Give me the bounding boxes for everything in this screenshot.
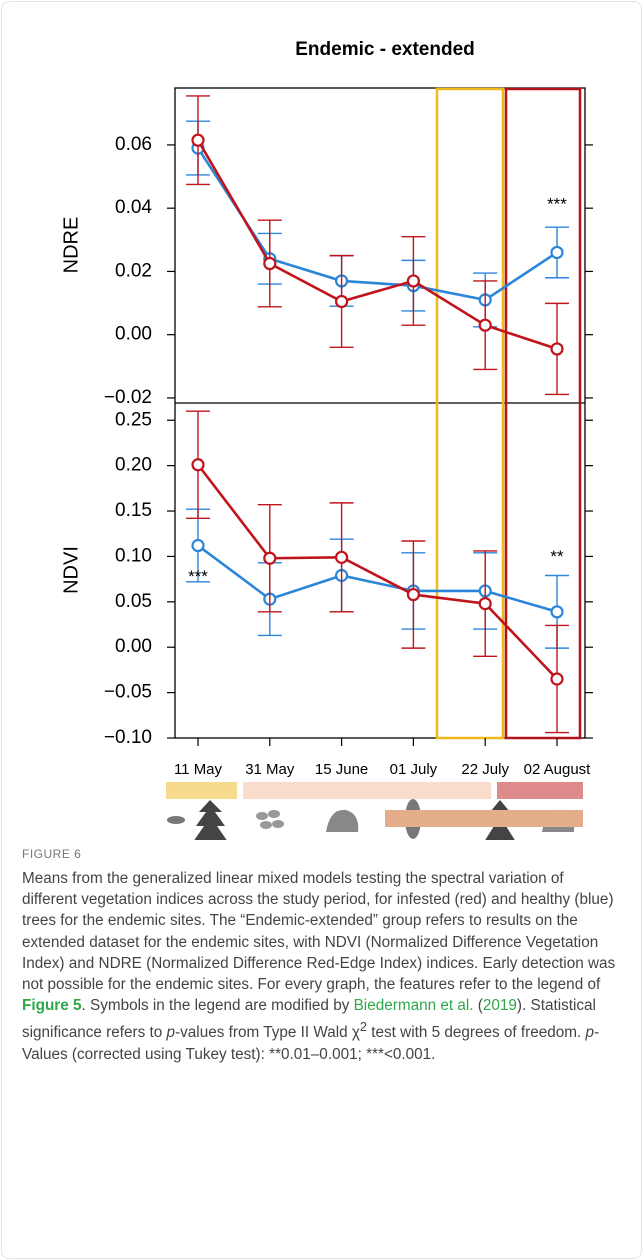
larva-icon — [326, 809, 359, 832]
x-tick-label: 01 July — [390, 761, 438, 778]
y-tick-label: 0.20 — [115, 455, 152, 476]
significance-label: *** — [188, 567, 208, 586]
significance-label: *** — [547, 195, 567, 214]
series-line — [197, 544, 558, 614]
figure-caption: Means from the generalized linear mixed … — [22, 868, 622, 1065]
series-line — [196, 463, 558, 680]
caption-italic: p — [585, 1024, 595, 1042]
data-point — [406, 274, 420, 288]
x-tick-label: 22 July — [461, 761, 509, 778]
significance-label: ** — [550, 547, 564, 566]
series-line — [196, 147, 558, 302]
data-point — [191, 133, 205, 147]
reference-link[interactable]: 2019 — [482, 997, 517, 1015]
y-tick-label: 0.02 — [115, 260, 152, 281]
tree-icon — [194, 800, 227, 840]
y-tick-label: −0.02 — [104, 387, 152, 408]
data-point — [478, 597, 492, 611]
caption-superscript: 2 — [359, 1019, 368, 1035]
highlight-box — [504, 87, 582, 740]
plot-frame — [174, 87, 586, 739]
caption-text: -values from Type II Wald χ — [175, 1024, 360, 1042]
chart: Endemic - extended NDRE NDVI 0.06 0.04 0.0… — [60, 39, 593, 840]
y-tick-label: 0.05 — [115, 591, 152, 612]
eggs-icon — [256, 810, 284, 829]
data-point — [550, 245, 564, 260]
y-tick-label: 0.10 — [115, 545, 152, 566]
beetle-icon — [167, 816, 185, 824]
caption-text: . Symbols in the legend are modified by — [81, 997, 354, 1015]
caption-text: ( — [473, 997, 483, 1015]
phase-bar — [385, 810, 583, 827]
caption-text: Means from the generalized linear mixed … — [22, 870, 616, 994]
data-point — [550, 672, 564, 686]
y-tick-label: 0.00 — [115, 636, 152, 657]
y-tick-label: 0.00 — [115, 324, 152, 345]
data-point — [263, 256, 277, 271]
caption-text: ). Statistical significance refers to — [22, 997, 596, 1042]
highlight-box — [435, 87, 505, 740]
data-point — [478, 318, 492, 332]
reference-link[interactable]: Biedermann et al. — [353, 997, 474, 1015]
data-point — [191, 538, 205, 553]
data-point — [191, 458, 205, 472]
x-tick-label: 02 August — [524, 761, 592, 778]
figure-label: FIGURE 6 — [22, 847, 82, 861]
y-tick-label: 0.06 — [115, 134, 152, 155]
data-point — [406, 587, 420, 602]
data-point — [335, 294, 349, 309]
y-axis-label: NDRE — [60, 217, 82, 274]
phase-bars — [166, 782, 583, 827]
series-line — [196, 139, 558, 351]
y-tick-label: −0.10 — [104, 727, 152, 748]
caption-text: -Values (corrected using Tukey test): **… — [22, 1024, 600, 1063]
data-point — [263, 551, 277, 565]
x-tick-label: 15 June — [315, 761, 368, 778]
chart-title: Endemic - extended — [295, 39, 475, 60]
x-tick-label: 31 May — [245, 761, 295, 778]
phase-bar — [166, 782, 237, 799]
y-tick-label: 0.15 — [115, 500, 152, 521]
y-tick-label: 0.04 — [115, 197, 152, 218]
phase-bar — [243, 782, 491, 799]
caption-italic: p — [166, 1024, 176, 1042]
y-axis-label: NDVI — [60, 546, 82, 594]
caption-text: test with 5 degrees of freedom. — [367, 1024, 586, 1042]
y-tick-label: −0.05 — [104, 682, 152, 703]
data-point — [550, 605, 564, 619]
y-tick-label: 0.25 — [115, 409, 152, 430]
figure-link[interactable]: Figure 5 — [22, 997, 82, 1015]
x-tick-label: 11 May — [174, 761, 223, 778]
data-point — [550, 342, 564, 356]
phase-bar — [497, 782, 583, 799]
data-point — [335, 550, 349, 564]
